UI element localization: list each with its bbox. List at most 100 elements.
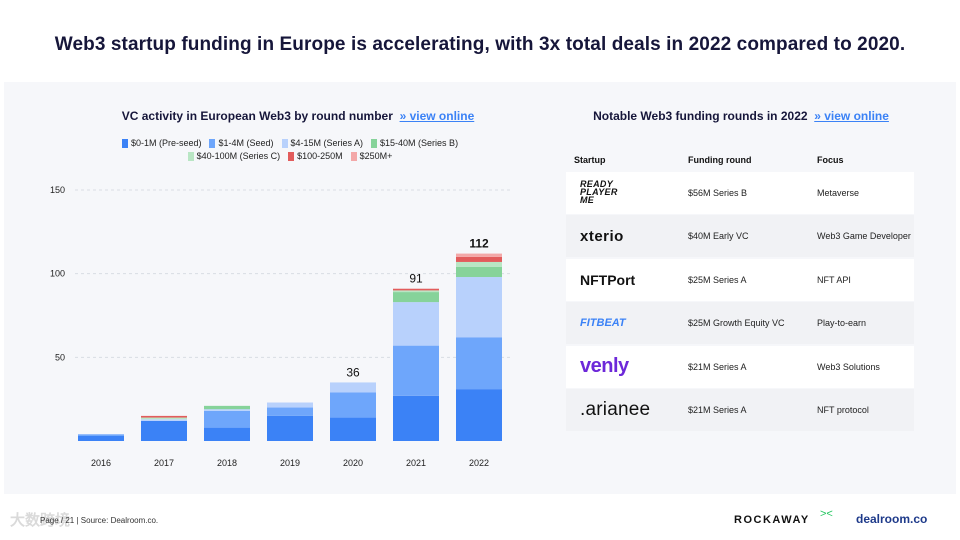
legend-swatch: [371, 138, 378, 148]
table-header: Startup Funding round Focus: [566, 150, 914, 170]
table-view-online-link[interactable]: » view online: [814, 109, 889, 123]
legend-swatch: [350, 151, 357, 161]
table-title-text: Notable Web3 funding rounds in 2022: [593, 109, 808, 123]
bar-segment: [204, 405, 250, 410]
bar-segment: [141, 415, 187, 418]
focus-cell: Metaverse: [817, 187, 860, 198]
bar-total-label: 36: [346, 365, 360, 379]
bar-total-label: 91: [409, 272, 423, 286]
bar-segment: [456, 256, 502, 262]
chart-view-online-link[interactable]: » view online: [399, 109, 475, 123]
bar-segment: [393, 288, 439, 291]
legend-swatch: [187, 151, 194, 161]
legend-swatch: [121, 138, 128, 148]
bar-segment: [78, 434, 124, 436]
header-round: Funding round: [688, 155, 752, 165]
startup-cell: venly: [566, 355, 688, 378]
rockaway-mark-icon: ><: [820, 508, 833, 520]
focus-cell: NFT API: [817, 274, 851, 285]
bar-segment: [393, 395, 439, 441]
bar-segment: [267, 402, 313, 408]
bar-segment: [330, 392, 376, 418]
dealroom-logo: dealroom.co: [856, 512, 928, 526]
legend-label: $15-40M (Series B): [380, 138, 459, 148]
startup-cell: READY PLAYER ME: [566, 180, 688, 205]
legend-label: $1-4M (Seed): [218, 138, 274, 148]
table-row: xterio $40M Early VC Web3 Game Developer: [566, 215, 914, 257]
legend-item: $100-250M: [288, 151, 343, 161]
legend-label: $250M+: [359, 151, 393, 161]
header-focus: Focus: [817, 155, 844, 165]
focus-cell: Web3 Game Developer: [817, 231, 911, 241]
startup-cell: .arianee: [566, 399, 688, 421]
x-tick-label: 2017: [154, 458, 174, 468]
round-cell: $21M Series A: [688, 361, 747, 372]
x-tick-label: 2018: [217, 458, 237, 468]
page-headline: Web3 startup funding in Europe is accele…: [54, 34, 906, 55]
ready-player-me-logo: READY PLAYER ME: [580, 179, 618, 205]
legend-label: $100-250M: [297, 151, 343, 161]
y-tick-label: 50: [55, 352, 65, 362]
bar-segment: [267, 407, 313, 416]
round-cell: $21M Series A: [688, 405, 747, 415]
bar-segment: [330, 417, 376, 441]
x-tick-label: 2020: [343, 458, 363, 468]
fitbeat-logo: FITBEAT: [580, 317, 626, 329]
round-cell: $56M Series B: [688, 187, 748, 198]
table-row: FITBEAT $25M Growth Equity VC Play-to-ea…: [566, 302, 914, 344]
legend-swatch: [209, 138, 216, 148]
table-body: READY PLAYER ME $56M Series B Metaverse …: [566, 171, 914, 431]
legend-swatch: [281, 138, 288, 148]
bar-segment: [393, 292, 439, 303]
bar-segment: [393, 302, 439, 346]
round-cell: $25M Series A: [688, 274, 747, 285]
table-row: venly $21M Series A Web3 Solutions: [566, 345, 914, 388]
nftport-logo: NFTPort: [580, 271, 636, 288]
legend-swatch: [288, 151, 295, 161]
bar-segment: [141, 420, 187, 441]
focus-cell: Web3 Solutions: [817, 361, 880, 372]
legend-item: $250M+: [350, 151, 393, 161]
round-cell: $40M Early VC: [688, 231, 749, 241]
table-row: NFTPort $25M Series A NFT API: [566, 258, 914, 301]
legend-label: $4-15M (Series A): [290, 138, 364, 148]
footer-left: Page / 21 | Source: Dealroom.co.: [40, 516, 159, 525]
bar-segment: [456, 389, 502, 441]
bar-segment: [330, 382, 376, 393]
y-tick-label: 150: [50, 185, 65, 195]
bar-segment: [456, 277, 502, 338]
table-title: Notable Web3 funding rounds in 2022 » vi…: [566, 109, 916, 123]
y-tick-label: 100: [50, 269, 65, 279]
bar-segment: [204, 410, 250, 428]
funding-rounds-table: Startup Funding round Focus READY PLAYER…: [566, 150, 914, 431]
table-row: .arianee $21M Series A NFT protocol: [566, 389, 914, 431]
table-row: READY PLAYER ME $56M Series B Metaverse: [566, 171, 914, 214]
source-note: Source: Dealroom.co.: [80, 516, 159, 525]
bar-segment: [393, 290, 439, 293]
legend-label: $0-1M (Pre-seed): [130, 138, 202, 148]
bar-segment: [456, 337, 502, 390]
startup-cell: NFTPort: [566, 272, 688, 288]
page-number: Page / 21: [40, 516, 75, 525]
bar-segment: [204, 427, 250, 441]
chart-title-text: VC activity in European Web3 by round nu…: [121, 109, 393, 123]
chart-legend: $0-1M (Pre-seed) $1-4M (Seed) $4-15M (Se…: [100, 138, 480, 161]
bar-segment: [456, 266, 502, 278]
rockaway-logo: ROCKAWAY: [734, 514, 810, 526]
watermark: 大数跨境: [10, 512, 71, 529]
bar-segment: [456, 261, 502, 267]
round-cell: $25M Growth Equity VC: [688, 318, 785, 328]
legend-item: $4-15M (Series A): [281, 138, 364, 148]
bar-segment: [204, 409, 250, 411]
x-tick-label: 2021: [406, 458, 426, 468]
xterio-logo: xterio: [580, 227, 624, 245]
x-tick-label: 2019: [280, 458, 300, 468]
legend-item: $1-4M (Seed): [209, 138, 274, 148]
arianee-logo: .arianee: [580, 399, 651, 420]
chart-title: VC activity in European Web3 by round nu…: [88, 109, 508, 123]
bar-segment: [456, 253, 502, 257]
x-tick-label: 2016: [91, 458, 111, 468]
startup-cell: xterio: [566, 228, 688, 245]
legend-item: $15-40M (Series B): [371, 138, 458, 148]
